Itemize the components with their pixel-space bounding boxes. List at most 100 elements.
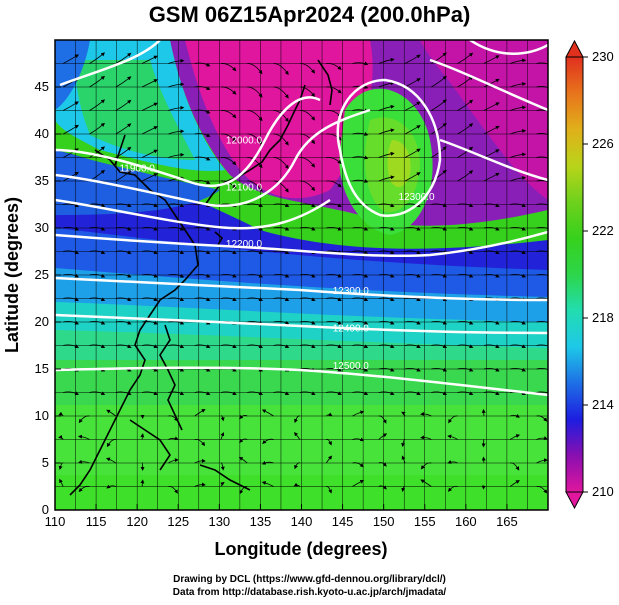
streamline (352, 410, 365, 417)
contour-labels: 11900.0 12000.0 12100.0 12200.0 12300.0 12300… (119, 135, 435, 372)
streamline (536, 391, 548, 395)
streamline (89, 344, 106, 348)
streamline (247, 297, 264, 301)
streamline (510, 250, 527, 254)
streamline (483, 250, 500, 254)
streamline (194, 180, 211, 184)
streamline (509, 434, 521, 440)
colorbar-tick-label: 210 (592, 484, 614, 499)
streamline (431, 99, 447, 111)
streamline (168, 436, 179, 441)
credits-line-1: Drawing by DCL (https://www.gfd-dennou.o… (173, 574, 446, 585)
streamline (431, 226, 448, 231)
streamline (510, 152, 527, 158)
streamline (140, 414, 145, 420)
streamline (63, 344, 80, 348)
streamline (220, 110, 237, 119)
streamline (299, 226, 316, 231)
colorbar-tick-label: 230 (592, 49, 614, 64)
streamline (194, 62, 211, 67)
streamline (401, 438, 406, 448)
colorbar-gradient (565, 56, 584, 493)
streamline (194, 226, 211, 231)
streamline (273, 110, 289, 123)
streamline (404, 54, 421, 64)
streamline (261, 481, 274, 487)
streamline (404, 226, 421, 231)
streamline (536, 109, 548, 114)
streamline (63, 297, 80, 301)
coastlines (69, 59, 333, 496)
streamline (294, 415, 301, 424)
streamline (404, 250, 421, 254)
streamline (142, 250, 158, 254)
height-contours (55, 40, 548, 397)
streamline (325, 412, 333, 417)
streamline (89, 297, 106, 301)
streamline (194, 482, 206, 487)
contour-label: 12200.0 (226, 239, 263, 250)
streamline (420, 435, 432, 440)
plot-title: GSM 06Z15Apr2024 (200.0hPa) (148, 2, 471, 27)
streamline (431, 122, 447, 135)
streamline (536, 367, 548, 372)
streamline (431, 75, 447, 88)
colorbar-tick-label: 214 (592, 397, 614, 412)
streamline (168, 320, 185, 325)
streamline (299, 273, 316, 278)
streamline (63, 391, 80, 395)
streamline (63, 226, 80, 231)
streamline (115, 226, 132, 231)
streamline (194, 86, 211, 90)
streamline (247, 391, 264, 395)
streamline (510, 367, 527, 372)
streamline (58, 435, 64, 440)
streamline (352, 85, 369, 89)
streamline (299, 157, 316, 168)
streamline (89, 122, 106, 135)
streamline (457, 320, 474, 325)
x-tick-label: 145 (332, 514, 354, 529)
streamline (220, 481, 225, 487)
streamline (63, 320, 80, 325)
streamline (63, 250, 80, 254)
streamline (247, 273, 264, 278)
streamline (106, 439, 116, 448)
streamline (326, 297, 342, 301)
streamline (273, 226, 290, 231)
streamline (89, 146, 106, 158)
streamline (59, 478, 64, 487)
streamline (168, 226, 185, 231)
streamline (141, 102, 158, 111)
streamline (404, 273, 421, 278)
streamline (299, 86, 316, 98)
x-tick-label: 125 (167, 514, 189, 529)
x-tick-label: 160 (455, 514, 477, 529)
streamline (326, 320, 342, 325)
streamline (447, 460, 458, 464)
streamline (78, 459, 90, 464)
streamline (89, 391, 106, 395)
contour-label: 12300.0 (333, 286, 370, 297)
streamline (89, 52, 106, 64)
streamline (58, 462, 64, 471)
streamline (431, 367, 448, 372)
streamline (457, 273, 474, 278)
streamline (115, 170, 132, 182)
streamline (140, 433, 145, 440)
streamline (378, 344, 395, 348)
streamline (168, 129, 185, 135)
streamline (483, 203, 500, 207)
streamline (194, 297, 211, 301)
colorbar-tick-label: 222 (592, 223, 614, 238)
streamline (63, 203, 80, 207)
streamline (273, 157, 289, 170)
streamline (142, 344, 158, 348)
streamline (326, 180, 342, 188)
streamline (247, 133, 263, 145)
streamline (247, 110, 263, 122)
streamline (141, 173, 158, 182)
streamline (447, 485, 458, 492)
streamline (404, 172, 421, 182)
streamline (89, 273, 106, 278)
